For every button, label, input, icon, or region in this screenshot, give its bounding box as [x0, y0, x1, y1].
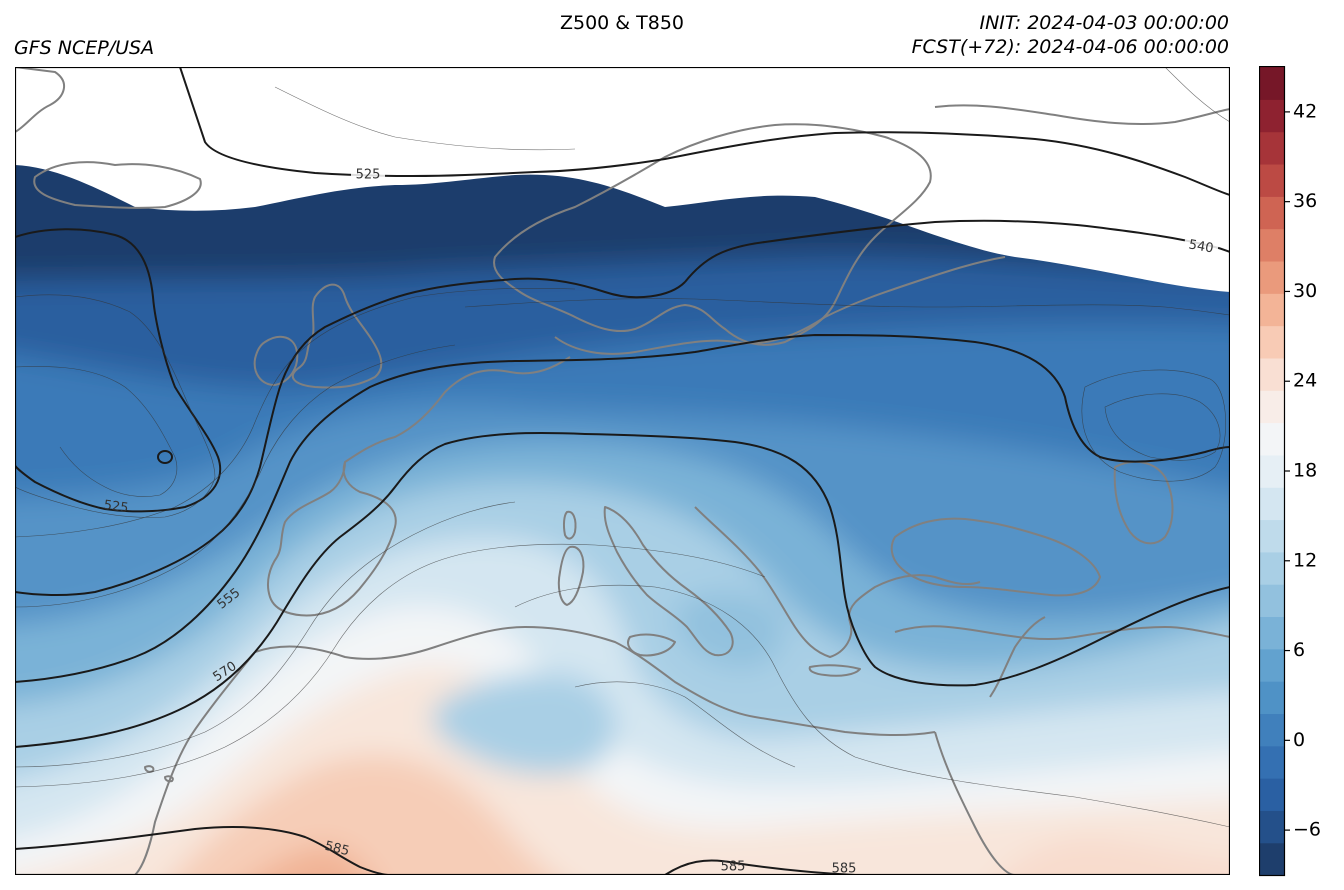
temperature-colorbar: −6 0 6 12 18 24 30 36 42: [1259, 66, 1321, 877]
colorbar-band: [1260, 390, 1284, 424]
colorbar-band: [1260, 745, 1284, 779]
colorbar-band: [1260, 454, 1284, 488]
colorbar-band: [1260, 616, 1284, 650]
coastline-levant: [989, 616, 1046, 698]
colorbar-tick-label: 42: [1293, 100, 1317, 122]
colorbar-band: [1260, 67, 1284, 100]
contour-line-570: [15, 432, 1230, 748]
colorbar-band: [1260, 681, 1284, 714]
coastline-west-africa: [134, 651, 256, 875]
colorbar-tick-label: 30: [1293, 280, 1317, 302]
coastline-east-arctic: [934, 104, 1230, 125]
colorbar-band: [1260, 713, 1284, 747]
colorbar-band: [1260, 422, 1284, 456]
contour-label-585-mid: 585: [721, 860, 746, 875]
coastline-canary-islands: [144, 765, 174, 783]
coastline-corsica: [562, 510, 577, 540]
colorbar-band: [1260, 487, 1284, 521]
coastline-turkey: [894, 625, 1230, 641]
coastline-sardinia: [557, 545, 585, 606]
coastline-greenland: [15, 67, 65, 133]
coastline-caspian: [1113, 460, 1174, 545]
coastline-iceland: [33, 161, 202, 209]
contour-line-555: [15, 333, 1230, 683]
colorbar-band: [1260, 810, 1284, 844]
colorbar-band: [1260, 551, 1284, 585]
colorbar-tick-label: 36: [1293, 190, 1317, 212]
coastline-crete: [808, 664, 861, 677]
forecast-time-label: FCST(+72): 2024-04-06 00:00:00: [911, 36, 1229, 58]
coastline-ireland: [253, 335, 299, 386]
coastline-red-sea-nile: [934, 731, 1016, 875]
coastline-black-sea: [890, 517, 1101, 597]
z500-contours: [15, 67, 1230, 875]
contour-label-585-west: 585: [323, 839, 351, 860]
chart-title: Z500 & T850: [559, 12, 685, 34]
coastline-sicily: [627, 633, 676, 657]
coastline-iberia: [267, 461, 397, 617]
coastline-north-africa: [254, 626, 936, 737]
colorbar-band: [1260, 778, 1284, 811]
coastlines: [15, 67, 1230, 875]
contour-line-540-south: [15, 277, 686, 597]
contour-label-525-north: 525: [356, 168, 381, 183]
colorbar-tick-label: 12: [1293, 549, 1317, 571]
colorbar-tick-label: 0: [1293, 729, 1305, 751]
coastline-italy: [603, 506, 734, 657]
colorbar-band: [1260, 293, 1284, 327]
contour-line-585-west: [15, 826, 391, 875]
colorbar-tick-label: 24: [1293, 370, 1317, 392]
contour-line-585-east: [664, 859, 856, 875]
coastline-balkans-greece: [694, 506, 981, 658]
colorbar-ticks: −6 0 6 12 18 24 30 36 42: [1284, 100, 1321, 841]
coastline-baltic-mainland: [554, 256, 1006, 355]
colorbar-band: [1260, 260, 1284, 294]
temperature-fill: [15, 67, 1230, 875]
map-frame: [15, 67, 1230, 875]
colorbar-band: [1260, 842, 1284, 876]
colorbar-tick-label: 6: [1293, 639, 1305, 661]
model-source-label: GFS NCEP/USA: [14, 37, 155, 59]
contour-label-540: 540: [1187, 237, 1214, 256]
colorbar-tick-label: 18: [1293, 460, 1317, 482]
colorbar-band: [1260, 131, 1284, 165]
colorbar-band: [1260, 357, 1284, 391]
colorbar-band: [1260, 648, 1284, 682]
coastline-western-europe: [344, 356, 571, 463]
contour-label-585-east: 585: [832, 862, 857, 876]
colorbar-band: [1260, 584, 1284, 618]
colorbar-band: [1260, 99, 1284, 133]
z500-secondary-contours: [15, 67, 1230, 828]
colorbar-band: [1260, 228, 1284, 262]
weather-map: 525 540 525 555 570 585 585 585: [15, 67, 1230, 875]
colorbar-tick-label: −6: [1293, 819, 1321, 841]
colorbar-band: [1260, 519, 1284, 553]
contour-line-525-north: [179, 67, 1230, 196]
coastline-scandinavia: [493, 123, 932, 346]
colorbar-band: [1260, 325, 1284, 359]
contour-closed-low-west: [157, 450, 173, 464]
contour-label-525-low: 525: [103, 498, 130, 516]
colorbar-bands: [1260, 67, 1284, 876]
colorbar-band: [1260, 163, 1284, 197]
arctic-white-area: [15, 67, 1230, 292]
colorbar-band: [1260, 196, 1284, 230]
init-time-label: INIT: 2024-04-03 00:00:00: [979, 12, 1229, 34]
